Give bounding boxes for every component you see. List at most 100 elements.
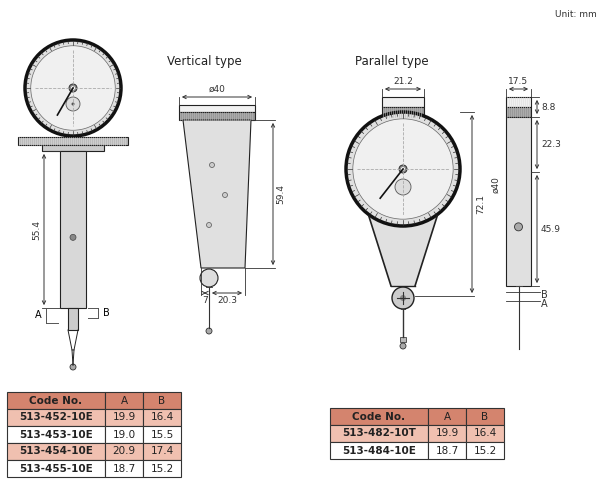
Text: Unit: mm: Unit: mm <box>555 10 597 19</box>
Circle shape <box>223 192 227 198</box>
Bar <box>143 460 181 477</box>
Bar <box>7 409 105 426</box>
Text: 513-453-10E: 513-453-10E <box>19 429 93 440</box>
Text: 20.3: 20.3 <box>217 296 237 305</box>
Text: 15.5: 15.5 <box>151 429 174 440</box>
Text: 513-452-10E: 513-452-10E <box>19 412 93 423</box>
Bar <box>382 107 424 117</box>
Text: 19.0: 19.0 <box>113 429 136 440</box>
Text: 72.1: 72.1 <box>476 194 485 214</box>
Bar <box>330 442 428 459</box>
Text: 19.9: 19.9 <box>113 412 136 423</box>
Bar <box>382 97 424 107</box>
Bar <box>7 460 105 477</box>
Bar <box>506 107 531 117</box>
Text: 16.4: 16.4 <box>473 428 497 439</box>
Text: A: A <box>34 310 41 321</box>
Bar <box>105 409 143 426</box>
Text: 55.4: 55.4 <box>32 220 41 240</box>
Bar <box>105 426 143 443</box>
Bar <box>428 425 466 442</box>
Circle shape <box>399 165 407 173</box>
Bar <box>179 105 255 112</box>
Bar <box>428 408 466 425</box>
Text: 15.2: 15.2 <box>473 446 497 455</box>
Circle shape <box>66 97 80 111</box>
Polygon shape <box>183 120 251 268</box>
Text: 8.8: 8.8 <box>541 102 555 111</box>
Text: 513-482-10T: 513-482-10T <box>342 428 416 439</box>
Circle shape <box>25 40 121 136</box>
Bar <box>330 425 428 442</box>
Circle shape <box>514 223 523 231</box>
Text: 19.9: 19.9 <box>436 428 459 439</box>
Bar <box>7 392 105 409</box>
Circle shape <box>346 112 460 226</box>
Text: Parallel type: Parallel type <box>355 56 428 68</box>
Circle shape <box>71 86 75 90</box>
Circle shape <box>353 119 453 219</box>
Text: 513-484-10E: 513-484-10E <box>342 446 416 455</box>
Circle shape <box>401 167 405 171</box>
Bar <box>18 137 128 145</box>
Bar <box>179 112 255 120</box>
Text: B: B <box>541 290 548 300</box>
Bar <box>68 308 78 330</box>
Circle shape <box>71 102 74 105</box>
Text: 16.4: 16.4 <box>151 412 174 423</box>
Text: Code No.: Code No. <box>30 395 82 406</box>
Text: 59.4: 59.4 <box>276 184 285 204</box>
Text: 17.5: 17.5 <box>508 77 529 86</box>
Bar <box>506 97 531 107</box>
Text: 22.3: 22.3 <box>541 140 561 149</box>
Circle shape <box>206 328 212 334</box>
Bar <box>143 392 181 409</box>
Text: 20.9: 20.9 <box>113 447 136 456</box>
Circle shape <box>200 269 218 287</box>
Bar <box>105 443 143 460</box>
Bar <box>60 151 86 308</box>
Text: ø40: ø40 <box>491 176 500 193</box>
Text: B: B <box>482 411 489 422</box>
Circle shape <box>70 234 76 241</box>
Bar <box>428 442 466 459</box>
Circle shape <box>206 223 212 227</box>
Text: A: A <box>443 411 451 422</box>
Circle shape <box>392 287 414 309</box>
Text: 18.7: 18.7 <box>436 446 459 455</box>
Circle shape <box>400 343 406 349</box>
Circle shape <box>70 364 76 370</box>
Circle shape <box>209 163 215 167</box>
Text: A: A <box>541 299 548 309</box>
Text: 18.7: 18.7 <box>113 464 136 473</box>
Text: 17.4: 17.4 <box>151 447 174 456</box>
Text: 45.9: 45.9 <box>541 224 561 233</box>
Bar <box>143 443 181 460</box>
Text: Vertical type: Vertical type <box>167 56 242 68</box>
Circle shape <box>395 179 411 195</box>
Bar <box>105 460 143 477</box>
Text: B: B <box>159 395 166 406</box>
Bar <box>330 408 428 425</box>
Text: A: A <box>120 395 128 406</box>
Text: 21.2: 21.2 <box>393 77 413 86</box>
Circle shape <box>400 295 406 301</box>
Bar <box>105 392 143 409</box>
Text: 7: 7 <box>202 296 208 305</box>
Circle shape <box>31 46 115 130</box>
Bar <box>42 145 104 151</box>
Bar <box>143 426 181 443</box>
Bar <box>466 442 504 459</box>
Text: Code No.: Code No. <box>353 411 405 422</box>
Bar <box>7 443 105 460</box>
Circle shape <box>69 84 77 92</box>
Bar <box>466 408 504 425</box>
Text: 513-454-10E: 513-454-10E <box>19 447 93 456</box>
Text: ø40: ø40 <box>209 85 226 94</box>
Text: 15.2: 15.2 <box>151 464 174 473</box>
Bar <box>400 337 406 342</box>
Bar <box>466 425 504 442</box>
Text: 513-455-10E: 513-455-10E <box>19 464 93 473</box>
Text: B: B <box>103 308 110 318</box>
Bar <box>7 426 105 443</box>
